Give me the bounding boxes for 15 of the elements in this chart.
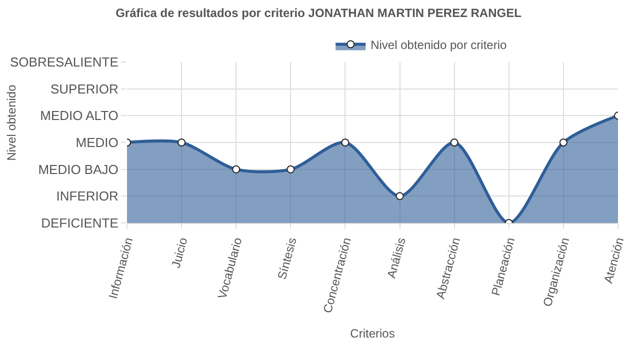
category-label: SUPERIOR	[50, 81, 118, 96]
category-label: MEDIO	[76, 135, 118, 150]
x-tick-label: Juicio	[168, 236, 190, 270]
category-label: MEDIO BAJO	[38, 162, 118, 177]
text: Nivel obtenido	[4, 84, 18, 161]
category-label: DEFICIENTE	[41, 216, 118, 231]
x-axis-title: Criterios	[350, 326, 395, 340]
x-tick-label: Análisis	[384, 236, 408, 280]
category-label: INFERIOR	[56, 188, 118, 204]
x-tick-label: Atención	[601, 236, 627, 285]
category-label: MEDIO ALTO	[40, 108, 118, 124]
x-tick-label: Síntesis	[274, 236, 300, 281]
legend-label: Nivel obtenido por criterio	[370, 38, 507, 52]
chart-title: Gráfica de resultados por criterio JONATHAN MARTIN PEREZ RANGEL	[116, 6, 522, 20]
category-label: SOBRESALIENTE	[10, 54, 118, 70]
